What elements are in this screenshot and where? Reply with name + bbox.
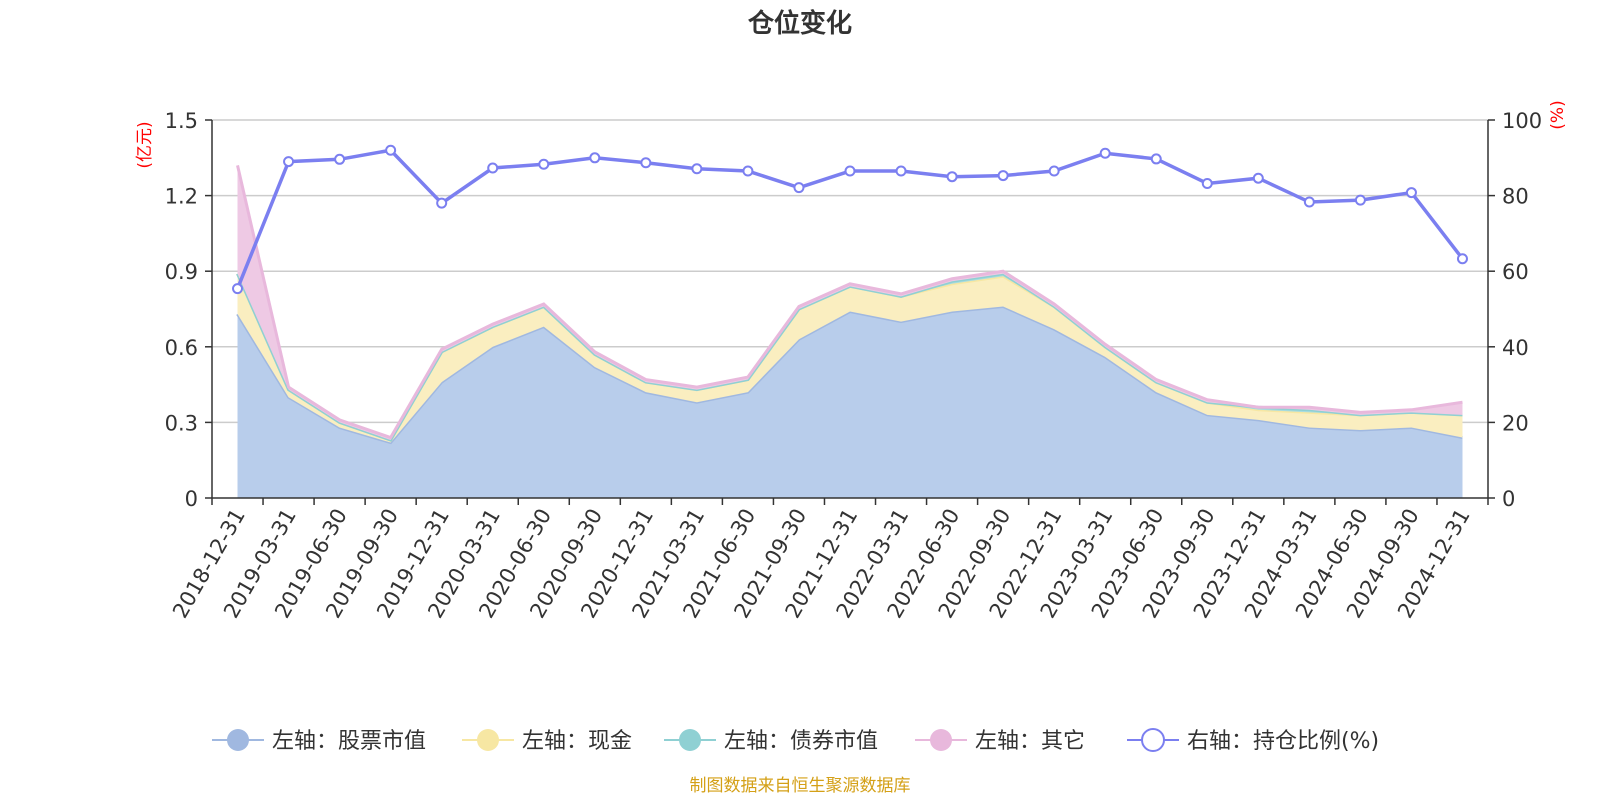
ratio-point <box>1048 165 1060 177</box>
y-right-tick-label: 80 <box>1502 185 1529 209</box>
legend-marker <box>477 729 499 751</box>
ratio-point <box>742 165 754 177</box>
right-axis-unit: (%) <box>1548 100 1568 129</box>
legend-marker <box>679 729 701 751</box>
area-左轴：现金 <box>237 273 1463 443</box>
legend-marker <box>1141 728 1165 752</box>
stacked-areas <box>236 165 1463 498</box>
legend-label: 左轴：其它 <box>975 729 1085 754</box>
legend-item[interactable]: 右轴：持仓比例(%) <box>1127 728 1379 754</box>
ratio-point <box>487 162 499 174</box>
ratio-point <box>436 197 448 209</box>
ratio-point <box>1252 172 1264 184</box>
y-right-tick-label: 20 <box>1502 411 1529 435</box>
ratio-point <box>1405 187 1417 199</box>
legend-item[interactable]: 左轴：其它 <box>915 729 1085 754</box>
chart-title: 仓位变化 <box>747 8 852 39</box>
legend-label: 左轴：股票市值 <box>272 729 426 754</box>
ratio-point <box>1456 253 1468 265</box>
ratio-point <box>589 152 601 164</box>
ratio-point <box>538 158 550 170</box>
ratio-point <box>283 156 295 168</box>
ratio-point <box>895 165 907 177</box>
ratio-point <box>1303 196 1315 208</box>
y-left-tick-label: 0.9 <box>165 260 198 284</box>
legend-label: 右轴：持仓比例(%) <box>1187 729 1379 754</box>
ratio-point <box>1099 147 1111 159</box>
ratio-point <box>691 163 703 175</box>
data-source-note: 制图数据来自恒生聚源数据库 <box>690 776 911 796</box>
area-左轴：股票市值 <box>237 306 1463 498</box>
legend-marker <box>227 729 249 751</box>
ratio-point <box>1150 153 1162 165</box>
ratio-point <box>1354 194 1366 206</box>
ratio-point <box>793 182 805 194</box>
left-axis-unit: (亿元) <box>135 121 155 168</box>
legend-item[interactable]: 左轴：股票市值 <box>212 729 426 754</box>
ratio-point <box>997 170 1009 182</box>
area-edge-左轴：其它 <box>236 165 1463 440</box>
y-right-tick-label: 0 <box>1502 487 1515 511</box>
y-left-tick-label: 1.2 <box>165 185 198 209</box>
ratio-point <box>334 153 346 165</box>
y-right-tick-label: 40 <box>1502 336 1529 360</box>
ratio-point <box>232 283 244 295</box>
y-right-tick-label: 60 <box>1502 260 1529 284</box>
ratio-point <box>946 171 958 183</box>
legend-label: 左轴：现金 <box>522 729 632 754</box>
area-左轴：其它 <box>237 165 1463 441</box>
y-left-tick-label: 0 <box>185 487 198 511</box>
legend-item[interactable]: 左轴：现金 <box>462 729 632 754</box>
y-right-tick-label: 100 <box>1502 109 1542 133</box>
legend-item[interactable]: 左轴：债券市值 <box>664 729 878 754</box>
ratio-point <box>385 144 397 156</box>
y-left-tick-label: 0.6 <box>165 336 198 360</box>
ratio-point <box>640 157 652 169</box>
y-left-tick-label: 1.5 <box>165 109 198 133</box>
legend: 左轴：股票市值 左轴：现金 左轴：债券市值 左轴：其它 右轴：持仓比例(%) <box>212 728 1379 754</box>
ratio-point <box>844 165 856 177</box>
legend-label: 左轴：债券市值 <box>724 729 878 754</box>
y-left-tick-label: 0.3 <box>165 411 198 435</box>
ratio-point <box>1201 178 1213 190</box>
legend-marker <box>930 729 952 751</box>
ratio-line <box>232 144 1468 295</box>
